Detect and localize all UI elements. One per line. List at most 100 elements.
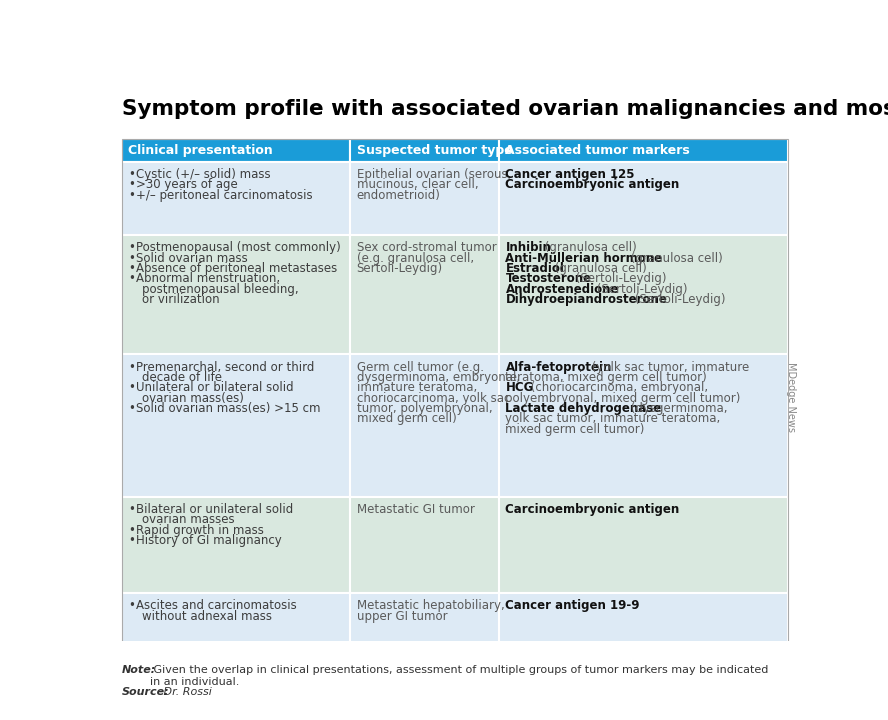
Text: Abnormal menstruation,: Abnormal menstruation, [136,272,280,285]
Text: mixed germ cell): mixed germ cell) [357,413,456,426]
Text: Germ cell tumor (e.g.: Germ cell tumor (e.g. [357,361,484,374]
Text: (granulosa cell): (granulosa cell) [627,251,723,264]
Text: tumor, polyembryonal,: tumor, polyembryonal, [357,402,492,415]
Text: Unilateral or bilateral solid: Unilateral or bilateral solid [136,382,293,395]
Text: Solid ovarian mass(es) >15 cm: Solid ovarian mass(es) >15 cm [136,402,321,415]
Text: •: • [128,534,135,547]
Text: ovarian masses: ovarian masses [142,513,234,526]
Bar [351,354,499,497]
Text: History of GI malignancy: History of GI malignancy [136,534,281,547]
Text: •: • [128,189,135,202]
Text: Symptom profile with associated ovarian malignancies and most common markers: Symptom profile with associated ovarian … [122,99,888,119]
Text: or virilization: or virilization [142,293,219,306]
Text: Postmenopausal (most commonly): Postmenopausal (most commonly) [136,241,341,254]
Text: Cancer antigen 125: Cancer antigen 125 [505,168,635,181]
Bar [351,497,499,593]
Text: Alfa-fetoprotein: Alfa-fetoprotein [505,361,612,374]
Text: •: • [128,402,135,415]
Text: Premenarchal, second or third: Premenarchal, second or third [136,361,314,374]
Text: Dr. Rossi: Dr. Rossi [161,687,212,697]
Text: (granulosa cell): (granulosa cell) [541,241,637,254]
Text: polyembryonal, mixed germ cell tumor): polyembryonal, mixed germ cell tumor) [505,392,741,405]
Text: Testosterone: Testosterone [505,272,591,285]
Text: Suspected tumor type: Suspected tumor type [357,144,512,157]
Text: Bilateral or unilateral solid: Bilateral or unilateral solid [136,503,293,516]
Text: Estradiol: Estradiol [505,262,565,275]
Text: (e.g. granulosa cell,: (e.g. granulosa cell, [357,251,474,264]
Text: (Sertoli-Leydig): (Sertoli-Leydig) [631,293,725,306]
Text: >30 years of age: >30 years of age [136,179,238,192]
Text: •: • [128,241,135,254]
Text: Sex cord-stromal tumor: Sex cord-stromal tumor [357,241,496,254]
Bar [499,497,789,593]
Text: MDedge News: MDedge News [787,361,797,432]
Bar [351,162,499,235]
Text: Associated tumor markers: Associated tumor markers [505,144,690,157]
Text: •: • [128,272,135,285]
Text: •: • [128,599,135,612]
Text: Cystic (+/– solid) mass: Cystic (+/– solid) mass [136,168,271,181]
Bar [122,162,351,235]
Text: +/– peritoneal carcinomatosis: +/– peritoneal carcinomatosis [136,189,313,202]
Text: Carcinoembryonic antigen: Carcinoembryonic antigen [505,179,679,192]
Text: (Sertoli-Leydig): (Sertoli-Leydig) [593,283,688,296]
Text: •: • [128,262,135,275]
Text: Clinical presentation: Clinical presentation [128,144,273,157]
Bar [122,354,351,497]
Text: Ascites and carcinomatosis: Ascites and carcinomatosis [136,599,297,612]
Text: Androstenedione: Androstenedione [505,283,619,296]
Bar [499,139,789,162]
Text: HCG: HCG [505,382,534,395]
Bar [351,235,499,354]
Text: Solid ovarian mass: Solid ovarian mass [136,251,248,264]
Text: (Sertoli-Leydig): (Sertoli-Leydig) [572,272,667,285]
Text: teratoma, mixed germ cell tumor): teratoma, mixed germ cell tumor) [505,371,707,384]
Text: Sertoli-Leydig): Sertoli-Leydig) [357,262,443,275]
Text: Dihydroepiandrosterone: Dihydroepiandrosterone [505,293,668,306]
Bar [122,497,351,593]
Text: •: • [128,168,135,181]
Text: Metastatic hepatobiliary,: Metastatic hepatobiliary, [357,599,504,612]
Text: Inhibin: Inhibin [505,241,551,254]
Text: immature teratoma,: immature teratoma, [357,382,477,395]
Text: Rapid growth in mass: Rapid growth in mass [136,523,264,536]
Text: •: • [128,179,135,192]
Bar [499,354,789,497]
Bar [122,593,351,654]
Text: Absence of peritoneal metastases: Absence of peritoneal metastases [136,262,337,275]
Text: (choriocarcinoma, embryonal,: (choriocarcinoma, embryonal, [527,382,709,395]
Text: decade of life: decade of life [142,371,222,384]
Text: Source:: Source: [122,687,170,697]
Text: Carcinoembryonic antigen: Carcinoembryonic antigen [505,503,679,516]
Bar [122,235,351,354]
Text: upper GI tumor: upper GI tumor [357,610,448,623]
Bar [122,139,351,162]
Text: Metastatic GI tumor: Metastatic GI tumor [357,503,474,516]
Bar [499,235,789,354]
Text: •: • [128,361,135,374]
Text: •: • [128,503,135,516]
Bar [499,162,789,235]
Text: (granulosa cell): (granulosa cell) [551,262,646,275]
Text: (dysgerminoma,: (dysgerminoma, [627,402,727,415]
Text: Note:: Note: [122,665,156,675]
Bar [499,593,789,654]
Text: postmenopausal bleeding,: postmenopausal bleeding, [142,283,298,296]
Text: •: • [128,382,135,395]
Text: Epithelial ovarian (serous,: Epithelial ovarian (serous, [357,168,511,181]
Text: Lactate dehydrogenase: Lactate dehydrogenase [505,402,662,415]
Text: mixed germ cell tumor): mixed germ cell tumor) [505,423,645,436]
Text: mucinous, clear cell,: mucinous, clear cell, [357,179,479,192]
Text: (yolk sac tumor, immature: (yolk sac tumor, immature [588,361,749,374]
Text: ovarian mass(es): ovarian mass(es) [142,392,244,405]
Text: •: • [128,251,135,264]
Text: Anti-Müllerian hormone: Anti-Müllerian hormone [505,251,662,264]
Bar [351,593,499,654]
Text: Cancer antigen 19-9: Cancer antigen 19-9 [505,599,640,612]
Text: Given the overlap in clinical presentations, assessment of multiple groups of tu: Given the overlap in clinical presentati… [150,665,768,687]
Text: choriocarcinoma, yolk sac: choriocarcinoma, yolk sac [357,392,510,405]
Text: •: • [128,523,135,536]
Bar [351,139,499,162]
Text: without adnexal mass: without adnexal mass [142,610,272,623]
Text: dysgerminoma, embryonal,: dysgerminoma, embryonal, [357,371,519,384]
